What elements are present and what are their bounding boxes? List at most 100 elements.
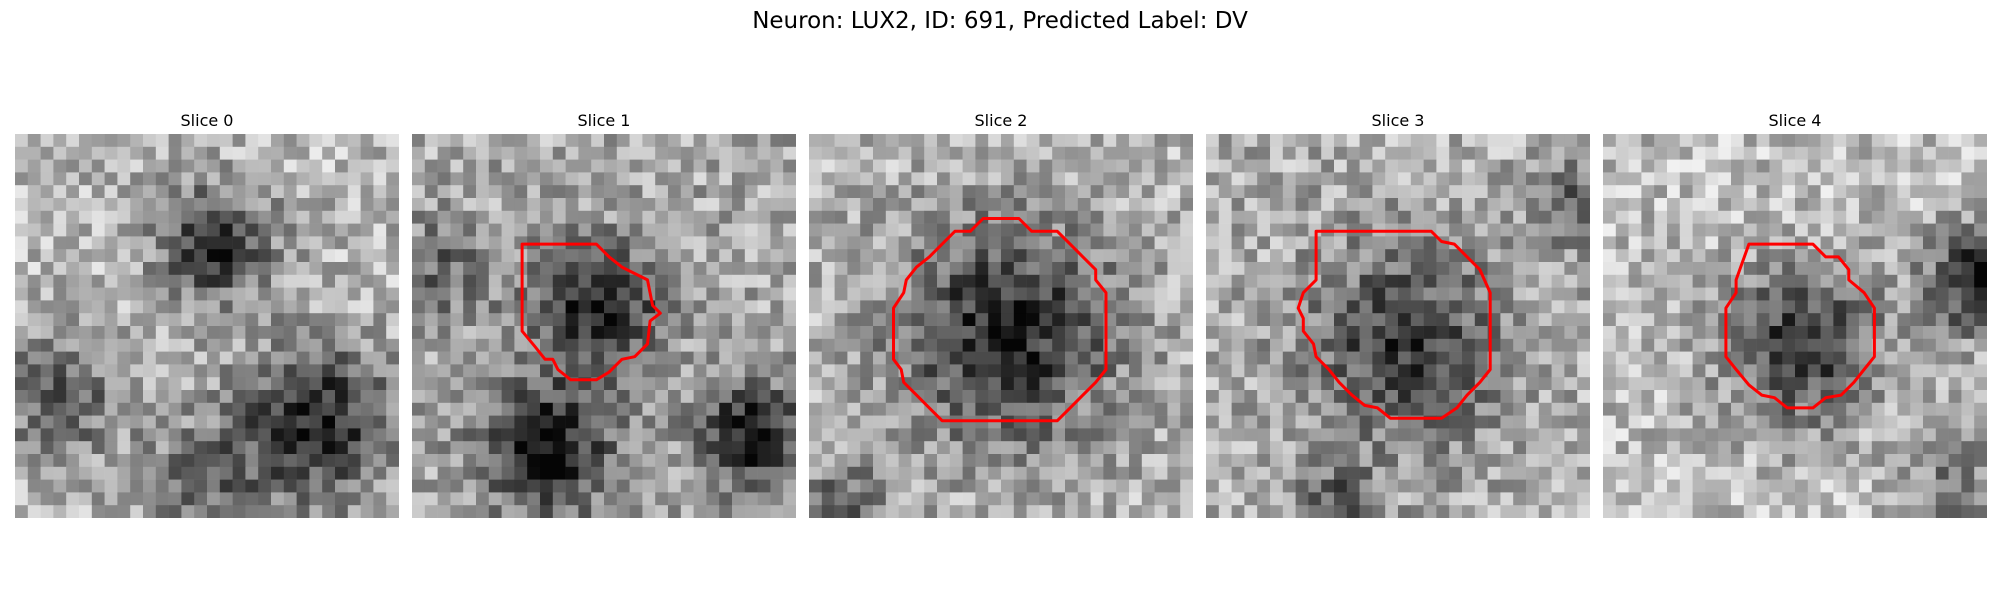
pixel — [732, 402, 746, 416]
pixel — [104, 326, 118, 340]
pixel — [1026, 300, 1040, 314]
pixel — [1910, 390, 1924, 404]
pixel — [911, 377, 925, 391]
pixel — [873, 313, 887, 327]
pixel — [1231, 492, 1245, 506]
pixel — [1871, 492, 1885, 506]
pixel — [1308, 313, 1322, 327]
pixel — [66, 287, 80, 301]
pixel — [1948, 223, 1962, 237]
pixel — [194, 492, 208, 506]
pixel — [642, 364, 656, 378]
pixel — [386, 236, 399, 250]
pixel — [975, 492, 989, 506]
pixel — [194, 210, 208, 224]
pixel — [1116, 441, 1130, 455]
pixel — [1705, 249, 1719, 263]
pixel — [1692, 441, 1706, 455]
pixel — [155, 198, 169, 212]
pixel — [181, 415, 195, 429]
pixel — [296, 454, 310, 468]
pixel — [680, 377, 694, 391]
pixel — [949, 454, 963, 468]
pixel — [770, 492, 784, 506]
pixel — [271, 390, 285, 404]
pixel — [1782, 415, 1796, 429]
pixel — [847, 146, 861, 160]
pixel — [1923, 441, 1937, 455]
pixel — [1346, 492, 1360, 506]
pixel — [668, 492, 682, 506]
pixel — [1743, 338, 1757, 352]
pixel — [1628, 300, 1642, 314]
pixel — [1551, 326, 1565, 340]
pixel — [1141, 210, 1155, 224]
pixel — [322, 262, 336, 276]
pixel — [117, 172, 131, 186]
pixel — [271, 159, 285, 173]
pixel — [1474, 134, 1488, 148]
pixel — [53, 159, 67, 173]
pixel — [79, 428, 93, 442]
pixel — [1436, 428, 1450, 442]
pixel — [1923, 466, 1937, 480]
pixel — [1513, 287, 1527, 301]
pixel — [1065, 466, 1079, 480]
pixel — [988, 466, 1002, 480]
pixel — [873, 479, 887, 493]
pixel — [1346, 287, 1360, 301]
pixel — [770, 146, 784, 160]
pixel — [1206, 159, 1220, 173]
pixel — [1218, 377, 1232, 391]
pixel — [79, 364, 93, 378]
pixel — [1487, 377, 1501, 391]
pixel — [1052, 172, 1066, 186]
pixel — [552, 172, 566, 186]
pixel — [1692, 134, 1706, 148]
pixel — [783, 159, 796, 173]
pixel — [975, 351, 989, 365]
pixel — [66, 428, 80, 442]
pixel — [1923, 390, 1937, 404]
pixel — [1244, 415, 1258, 429]
pixel — [15, 300, 29, 314]
pixel — [1859, 172, 1873, 186]
pixel — [79, 402, 93, 416]
pixel — [642, 134, 656, 148]
pixel — [1026, 492, 1040, 506]
pixel — [783, 454, 796, 468]
pixel — [937, 351, 951, 365]
pixel — [1628, 364, 1642, 378]
pixel — [668, 262, 682, 276]
pixel — [1321, 300, 1335, 314]
pixel — [744, 159, 758, 173]
pixel — [514, 185, 528, 199]
pixel — [283, 300, 297, 314]
pixel — [1449, 262, 1463, 276]
pixel — [1449, 134, 1463, 148]
pixel — [1667, 159, 1681, 173]
pixel — [219, 479, 233, 493]
pixel — [1334, 274, 1348, 288]
pixel — [1679, 159, 1693, 173]
pixel — [1167, 287, 1181, 301]
pixel — [373, 287, 387, 301]
pixel — [219, 390, 233, 404]
pixel — [1705, 223, 1719, 237]
pixel — [360, 134, 374, 148]
pixel — [975, 505, 989, 518]
pixel — [91, 402, 105, 416]
pixel — [1743, 454, 1757, 468]
pixel — [373, 492, 387, 506]
pixel — [860, 466, 874, 480]
pixel — [1782, 390, 1796, 404]
pixel — [309, 428, 323, 442]
pixel — [322, 390, 336, 404]
pixel — [642, 505, 656, 518]
pixel — [1551, 313, 1565, 327]
pixel — [809, 351, 823, 365]
pixel — [578, 249, 592, 263]
pixel — [1039, 454, 1053, 468]
pixel — [1564, 198, 1578, 212]
pixel — [655, 159, 669, 173]
